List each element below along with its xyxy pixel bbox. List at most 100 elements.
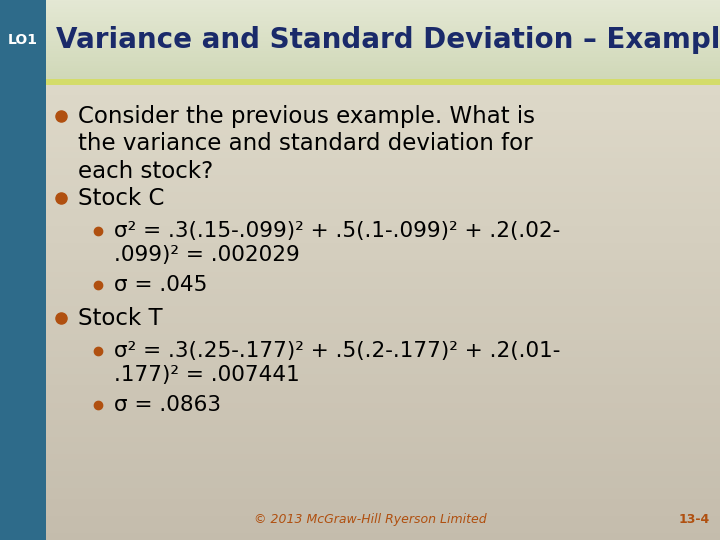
Bar [0, 164, 720, 170]
Bar [46, 36, 720, 38]
Bar [0, 528, 720, 534]
Bar [46, 26, 720, 29]
Bar [0, 357, 720, 363]
Bar [46, 28, 720, 30]
Bar [0, 84, 720, 91]
Bar [46, 24, 720, 26]
Bar [0, 488, 720, 495]
Text: Consider the previous example. What is
the variance and standard deviation for
e: Consider the previous example. What is t… [78, 105, 535, 183]
Bar [0, 522, 720, 529]
Bar [0, 516, 720, 523]
Bar [0, 0, 46, 540]
Bar [0, 170, 720, 176]
Bar [46, 40, 720, 42]
Bar [46, 64, 720, 66]
Bar [46, 17, 720, 20]
Bar [0, 101, 720, 108]
Bar [0, 204, 720, 210]
Bar [46, 46, 720, 49]
Bar [0, 209, 720, 216]
Text: σ = .0863: σ = .0863 [114, 395, 221, 415]
Bar [0, 289, 720, 295]
Bar [46, 4, 720, 6]
Bar [0, 499, 720, 506]
Bar [0, 448, 720, 455]
Bar [0, 272, 720, 279]
Bar [46, 57, 720, 59]
Bar [46, 32, 720, 34]
Bar [46, 48, 720, 50]
Bar [46, 52, 720, 54]
Bar [0, 306, 720, 313]
Bar [0, 534, 720, 540]
Bar [46, 58, 720, 60]
Bar [0, 152, 720, 159]
Bar [46, 1, 720, 3]
Text: Variance and Standard Deviation – Example 1: Variance and Standard Deviation – Exampl… [56, 25, 720, 53]
Bar [46, 50, 720, 53]
Bar [0, 510, 720, 517]
Bar [0, 118, 720, 125]
Bar [46, 77, 720, 79]
Bar [46, 8, 720, 11]
Bar [0, 146, 720, 153]
Bar [46, 5, 720, 8]
Text: Stock C: Stock C [78, 187, 164, 210]
Bar [0, 402, 720, 409]
Text: Stock T: Stock T [78, 307, 163, 330]
Bar [46, 29, 720, 32]
Text: σ² = .3(.25-.177)² + .5(.2-.177)² + .2(.01-
.177)² = .007441: σ² = .3(.25-.177)² + .5(.2-.177)² + .2(.… [114, 341, 560, 385]
Bar [0, 232, 720, 239]
Bar [46, 14, 720, 16]
Bar [46, 43, 720, 45]
Bar [0, 283, 720, 290]
Bar [0, 96, 720, 102]
Bar [0, 135, 720, 142]
Bar [0, 186, 720, 193]
Bar [0, 198, 720, 205]
Text: σ² = .3(.15-.099)² + .5(.1-.099)² + .2(.02-
.099)² = .002029: σ² = .3(.15-.099)² + .5(.1-.099)² + .2(.… [114, 221, 560, 265]
Bar [46, 44, 720, 46]
Bar [0, 323, 720, 329]
Bar [0, 460, 720, 466]
Bar [46, 37, 720, 39]
Bar [0, 368, 720, 375]
Bar [46, 15, 720, 17]
Bar [46, 23, 720, 25]
Bar [46, 0, 720, 1]
Bar [0, 340, 720, 347]
Bar [46, 31, 720, 33]
Bar [46, 65, 720, 67]
Bar [46, 62, 720, 64]
Bar [0, 90, 720, 96]
Text: © 2013 McGraw-Hill Ryerson Limited: © 2013 McGraw-Hill Ryerson Limited [253, 513, 486, 526]
Bar [0, 260, 720, 267]
Bar [0, 312, 720, 318]
Bar [46, 70, 720, 72]
Bar [46, 35, 720, 37]
Bar [46, 71, 720, 74]
Bar [0, 374, 720, 381]
Bar [0, 192, 720, 199]
Bar [0, 328, 720, 335]
Bar [0, 255, 720, 261]
Bar [0, 442, 720, 449]
Bar [0, 112, 720, 119]
Bar [46, 10, 720, 12]
Bar [0, 476, 720, 483]
Text: 13-4: 13-4 [679, 513, 710, 526]
Bar [46, 73, 720, 75]
Bar [46, 16, 720, 18]
Bar [0, 220, 720, 227]
Bar [46, 56, 720, 58]
Bar [0, 334, 720, 341]
Bar [0, 352, 720, 358]
Bar [0, 317, 720, 324]
Bar [0, 124, 720, 131]
Bar [46, 38, 720, 41]
Bar [0, 386, 720, 392]
Bar [0, 243, 720, 250]
Bar [0, 278, 720, 284]
Bar [0, 141, 720, 147]
Bar [46, 19, 720, 21]
